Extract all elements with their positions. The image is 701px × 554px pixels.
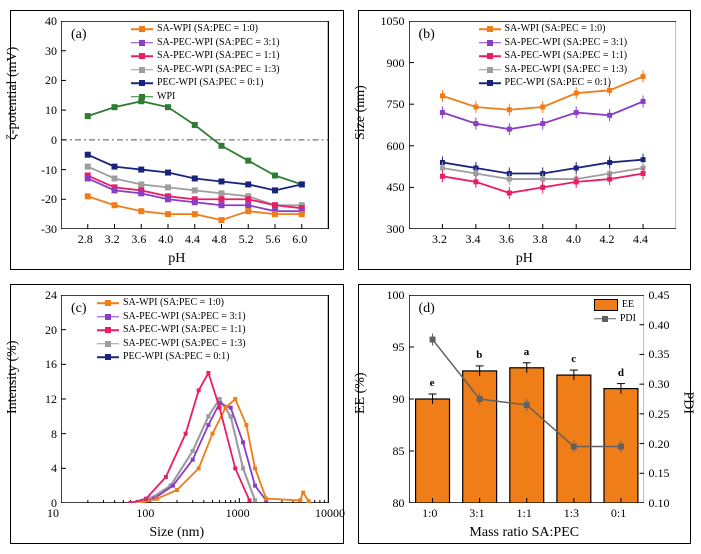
panel-c: Intensity (%) Size (nm) 0481216202410100… — [10, 284, 344, 544]
panel-a-xlabel: pH — [168, 251, 185, 267]
panel-a: ζ-potential (mV) pH -30-20-100102030402.… — [10, 10, 344, 270]
panel-b-plot: 30045060075090010503.23.43.63.84.04.24.4… — [409, 21, 677, 229]
panel-b: Size (nm) pH 30045060075090010503.23.43.… — [358, 10, 692, 270]
panel-d-y2label: PDI — [680, 391, 696, 414]
panel-a-letter: (a) — [71, 27, 87, 43]
panel-c-xlabel: Size (nm) — [149, 525, 204, 541]
panel-a-ylabel: ζ-potential (mV) — [5, 47, 21, 140]
panel-c-plot: 0481216202410100100010000(c)SA-WPI (SA:P… — [61, 295, 329, 503]
panel-b-xlabel: pH — [516, 251, 533, 267]
panel-b-ylabel: Size (nm) — [353, 85, 369, 140]
panel-d-svg — [409, 295, 645, 503]
panel-a-plot: -30-20-100102030402.83.23.64.04.44.85.25… — [61, 21, 329, 229]
panel-c-ylabel: Intensity (%) — [5, 341, 21, 414]
panel-d-y1label: EE (%) — [353, 372, 369, 414]
panel-d-plot: 808590951000.100.150.200.250.300.350.400… — [409, 295, 645, 503]
panel-d: EE (%) PDI Mass ratio SA:PEC 80859095100… — [358, 284, 692, 544]
panel-d-xlabel: Mass ratio SA:PEC — [469, 525, 579, 541]
